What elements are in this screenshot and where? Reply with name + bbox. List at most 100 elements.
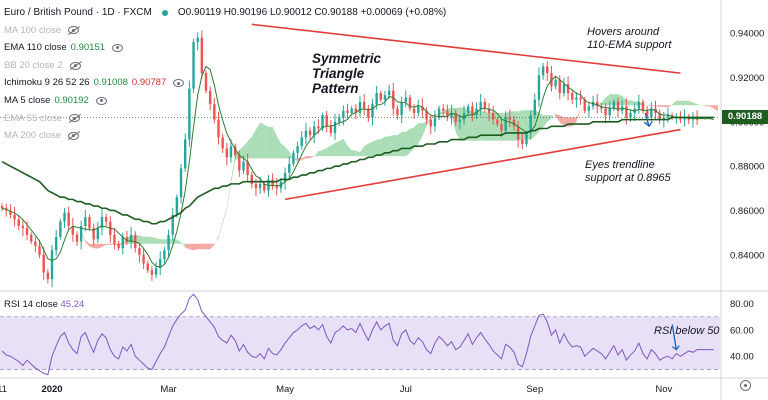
candle-body	[163, 250, 166, 260]
cloud-segment-bull	[480, 110, 485, 141]
candle-body	[508, 117, 512, 120]
eye-hidden-icon[interactable]	[69, 114, 81, 123]
indicator-row[interactable]: MA 100 close	[4, 22, 446, 40]
candle-body	[591, 101, 595, 107]
indicator-row[interactable]: EMA 110 close 0.90151	[4, 39, 446, 57]
ema110-line	[1, 116, 714, 225]
cloud-segment-bear	[559, 115, 564, 126]
indicator-row[interactable]: BB 20 close 2	[4, 57, 446, 75]
eye-icon[interactable]	[95, 96, 107, 105]
eye-hidden-icon[interactable]	[68, 26, 80, 35]
cloud-segment-bull	[543, 115, 548, 128]
candle-body	[387, 90, 391, 96]
candle-body	[254, 183, 258, 189]
indicator-row[interactable]: MA 5 close 0.90192	[4, 92, 446, 110]
eye-icon[interactable]	[173, 79, 185, 88]
candle-body	[208, 90, 212, 105]
candle-body	[583, 99, 586, 111]
cloud-segment-bull	[255, 122, 261, 159]
candle-body	[30, 234, 33, 242]
cloud-segment-bear	[663, 105, 668, 108]
ohlc-readout: O0.90119 H0.90196 L0.90012 C0.90188 +0.0…	[177, 7, 447, 18]
candle-body	[679, 117, 682, 120]
candle-body	[417, 106, 420, 113]
candle-body	[184, 139, 187, 169]
time-tick-label: Sep	[526, 384, 543, 395]
price-pane[interactable]	[0, 0, 720, 288]
price-tick-label: 0.88000	[730, 162, 764, 173]
eye-icon[interactable]	[112, 43, 124, 52]
candle-body	[13, 214, 16, 220]
candle-body	[467, 106, 470, 113]
candle-body	[354, 108, 358, 113]
cloud-segment-bear	[301, 156, 306, 161]
symbol-row: Euro / British Pound · 1D · FXCM O0.9011…	[4, 4, 446, 22]
candle-body	[25, 228, 29, 235]
rsi-annotation: RSI below 50	[654, 325, 720, 337]
candle-body	[333, 121, 337, 133]
eye-hidden-icon[interactable]	[68, 131, 80, 140]
time-tick-label: Jul	[400, 384, 412, 395]
candle-body	[350, 108, 353, 113]
cloud-segment-bull	[376, 139, 381, 157]
indicator-label: Ichimoku 9 26 52 26	[4, 77, 90, 89]
cloud-segment-bear	[93, 243, 98, 249]
price-tick-label: 0.92000	[730, 73, 764, 84]
candle-body	[458, 119, 462, 122]
cloud-segment-bull	[701, 105, 706, 107]
candle-body	[491, 112, 495, 120]
symbol-title[interactable]: Euro / British Pound · 1D · FXCM	[4, 7, 152, 18]
candle-body	[200, 37, 204, 74]
settings-gear-icon[interactable]	[740, 380, 751, 391]
price-tick-label: 0.94000	[730, 29, 764, 40]
candle-body	[17, 219, 20, 226]
cloud-segment-bull	[455, 107, 460, 141]
cloud-segment-bull	[181, 242, 186, 248]
cloud-segment-bull	[692, 102, 698, 106]
candle-body	[483, 101, 487, 109]
cloud-segment-bull	[280, 143, 286, 159]
indicator-value: 0.90192	[54, 94, 89, 106]
indicator-row[interactable]: EMA 55 close	[4, 110, 446, 128]
cloud-segment-bull	[688, 100, 693, 106]
cloud-segment-bear	[568, 117, 573, 127]
cloud-segment-bull	[547, 115, 552, 122]
ma5-line	[1, 65, 714, 268]
cloud-segment-bull	[76, 227, 82, 233]
cloud-segment-bear	[305, 156, 311, 159]
cloud-segment-bull	[147, 236, 152, 244]
trendline-lower[interactable]	[284, 128, 681, 201]
candle-body	[629, 112, 632, 118]
candle-body	[437, 108, 441, 118]
cloud-segment-bear	[709, 105, 714, 109]
eye-hidden-icon[interactable]	[69, 61, 81, 70]
rsi-legend-name: RSI 14 close	[4, 299, 58, 310]
candle-body	[217, 119, 220, 138]
trendline-upper[interactable]	[251, 23, 681, 74]
indicator-label: MA 100 close	[4, 24, 62, 36]
candle-body	[546, 66, 549, 74]
candle-body	[616, 101, 620, 111]
candle-body	[496, 119, 499, 125]
cloud-segment-bull	[293, 158, 298, 162]
indicator-row[interactable]: MA 200 close	[4, 127, 446, 145]
candle-body	[121, 237, 124, 249]
candle-body	[650, 108, 653, 118]
candle-body	[425, 110, 428, 120]
candle-body	[525, 132, 528, 144]
rsi-pane[interactable]	[0, 293, 720, 376]
candle-body	[329, 126, 333, 133]
candle-body	[396, 108, 399, 116]
cloud-segment-bull	[422, 121, 427, 137]
candle-body	[337, 117, 341, 122]
candle-body	[288, 163, 291, 173]
cloud-segment-bull	[680, 100, 685, 106]
candle-body	[392, 90, 395, 109]
price-tick-label: 0.86000	[730, 206, 764, 217]
pattern-line-3: Pattern	[312, 81, 359, 96]
indicator-row[interactable]: Ichimoku 9 26 52 26 0.91008 0.90787	[4, 74, 446, 92]
candle-body	[575, 97, 578, 100]
candle-body	[304, 130, 308, 138]
candle-body	[34, 241, 37, 246]
